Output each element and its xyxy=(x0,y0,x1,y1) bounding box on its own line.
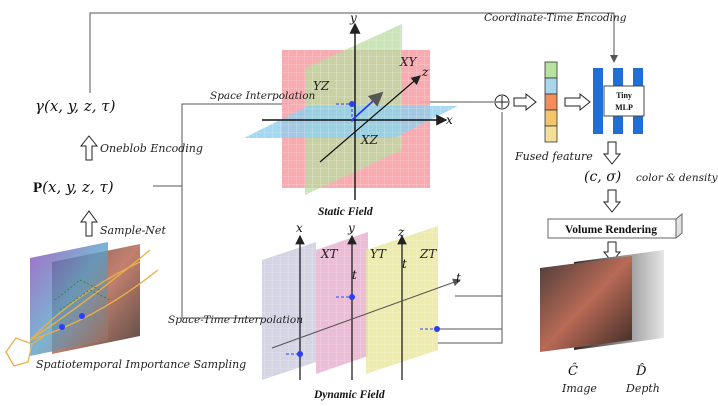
fused-feature-cell xyxy=(544,125,558,143)
svg-text:y: y xyxy=(349,11,357,25)
svg-text:(c, σ): (c, σ) xyxy=(584,169,621,185)
plane-zt-label: ZT xyxy=(419,247,437,261)
sample-net-label: Sample-Net xyxy=(100,224,166,237)
up-arrow-icon xyxy=(80,210,98,237)
fused-feature-cell xyxy=(544,93,558,111)
svg-text:color & density: color & density xyxy=(636,172,718,184)
plane-yt-label: YT xyxy=(370,247,387,261)
color-image xyxy=(540,256,632,352)
svg-text:t: t xyxy=(456,271,461,285)
svg-text:z: z xyxy=(397,225,405,239)
connector-lines xyxy=(89,12,618,344)
point-p: P(x, y, z, τ) xyxy=(33,178,114,196)
svg-text:Image: Image xyxy=(561,382,597,395)
plane-xy-label: XY xyxy=(399,55,418,69)
svg-text:x: x xyxy=(296,221,303,235)
svg-text:Ĉ: Ĉ xyxy=(568,362,578,379)
plane-xz-label: XZ xyxy=(360,133,379,147)
rendered-outputs: Ĉ Image D̂ Depth xyxy=(540,250,664,395)
fused-feature-label: Fused feature xyxy=(514,150,593,163)
sampling-illustration: Spatiotemporal Importance Sampling xyxy=(5,242,246,371)
svg-text:t: t xyxy=(402,257,407,271)
svg-text:Volume Rendering: Volume Rendering xyxy=(565,224,657,236)
svg-text:MLP: MLP xyxy=(615,103,633,112)
spatiotemporal-sampling-label: Spatiotemporal Importance Sampling xyxy=(36,358,246,371)
color-density-output: (c, σ) color & density xyxy=(584,169,718,185)
tiny-mlp: Tiny MLP xyxy=(593,68,645,134)
space-interpolation-label: Space Interpolation xyxy=(210,90,316,102)
fused-feature-cell xyxy=(544,61,558,79)
fusion-sum-icon xyxy=(494,94,510,110)
up-arrow-icon xyxy=(79,135,99,161)
static-field-title: Static Field xyxy=(318,206,373,218)
volume-rendering-block: Volume Rendering xyxy=(547,212,683,239)
right-arrow-icon xyxy=(513,92,537,112)
fused-feature: Fused feature xyxy=(514,61,593,163)
svg-text:Depth: Depth xyxy=(625,382,660,395)
oneblob-encoding-label: Oneblob Encoding xyxy=(100,142,203,155)
svg-text:x: x xyxy=(446,113,453,127)
plane-yz-label: YZ xyxy=(313,79,330,93)
dynamic-field-title: Dynamic Field xyxy=(313,389,385,401)
fused-feature-cell xyxy=(544,77,558,95)
camera-icon xyxy=(5,337,33,367)
dynamic-field: x y z t t t XT YT ZT Space-Time Interpol… xyxy=(168,221,461,401)
right-arrow-icon xyxy=(564,92,591,112)
svg-text:D̂: D̂ xyxy=(635,363,647,379)
svg-text:z: z xyxy=(421,65,429,79)
svg-text:t: t xyxy=(352,268,357,282)
svg-text:Tiny: Tiny xyxy=(616,91,632,100)
space-time-interpolation-label: Space-Time Interpolation xyxy=(168,314,303,326)
svg-text:y: y xyxy=(347,221,355,235)
plane-xt-label: XT xyxy=(320,247,339,261)
left-column: γ(x, y, z, τ) Oneblob Encoding P(x, y, z… xyxy=(33,97,203,237)
fused-feature-cell xyxy=(544,109,558,127)
coordinate-time-encoding-label: Coordinate-Time Encoding xyxy=(484,12,627,24)
static-field: y x z XY YZ XZ Space Interpolation Stati… xyxy=(210,11,458,218)
down-arrow-icon xyxy=(602,141,622,165)
down-arrow-icon xyxy=(602,189,622,213)
gamma-encoding: γ(x, y, z, τ) xyxy=(35,97,116,115)
